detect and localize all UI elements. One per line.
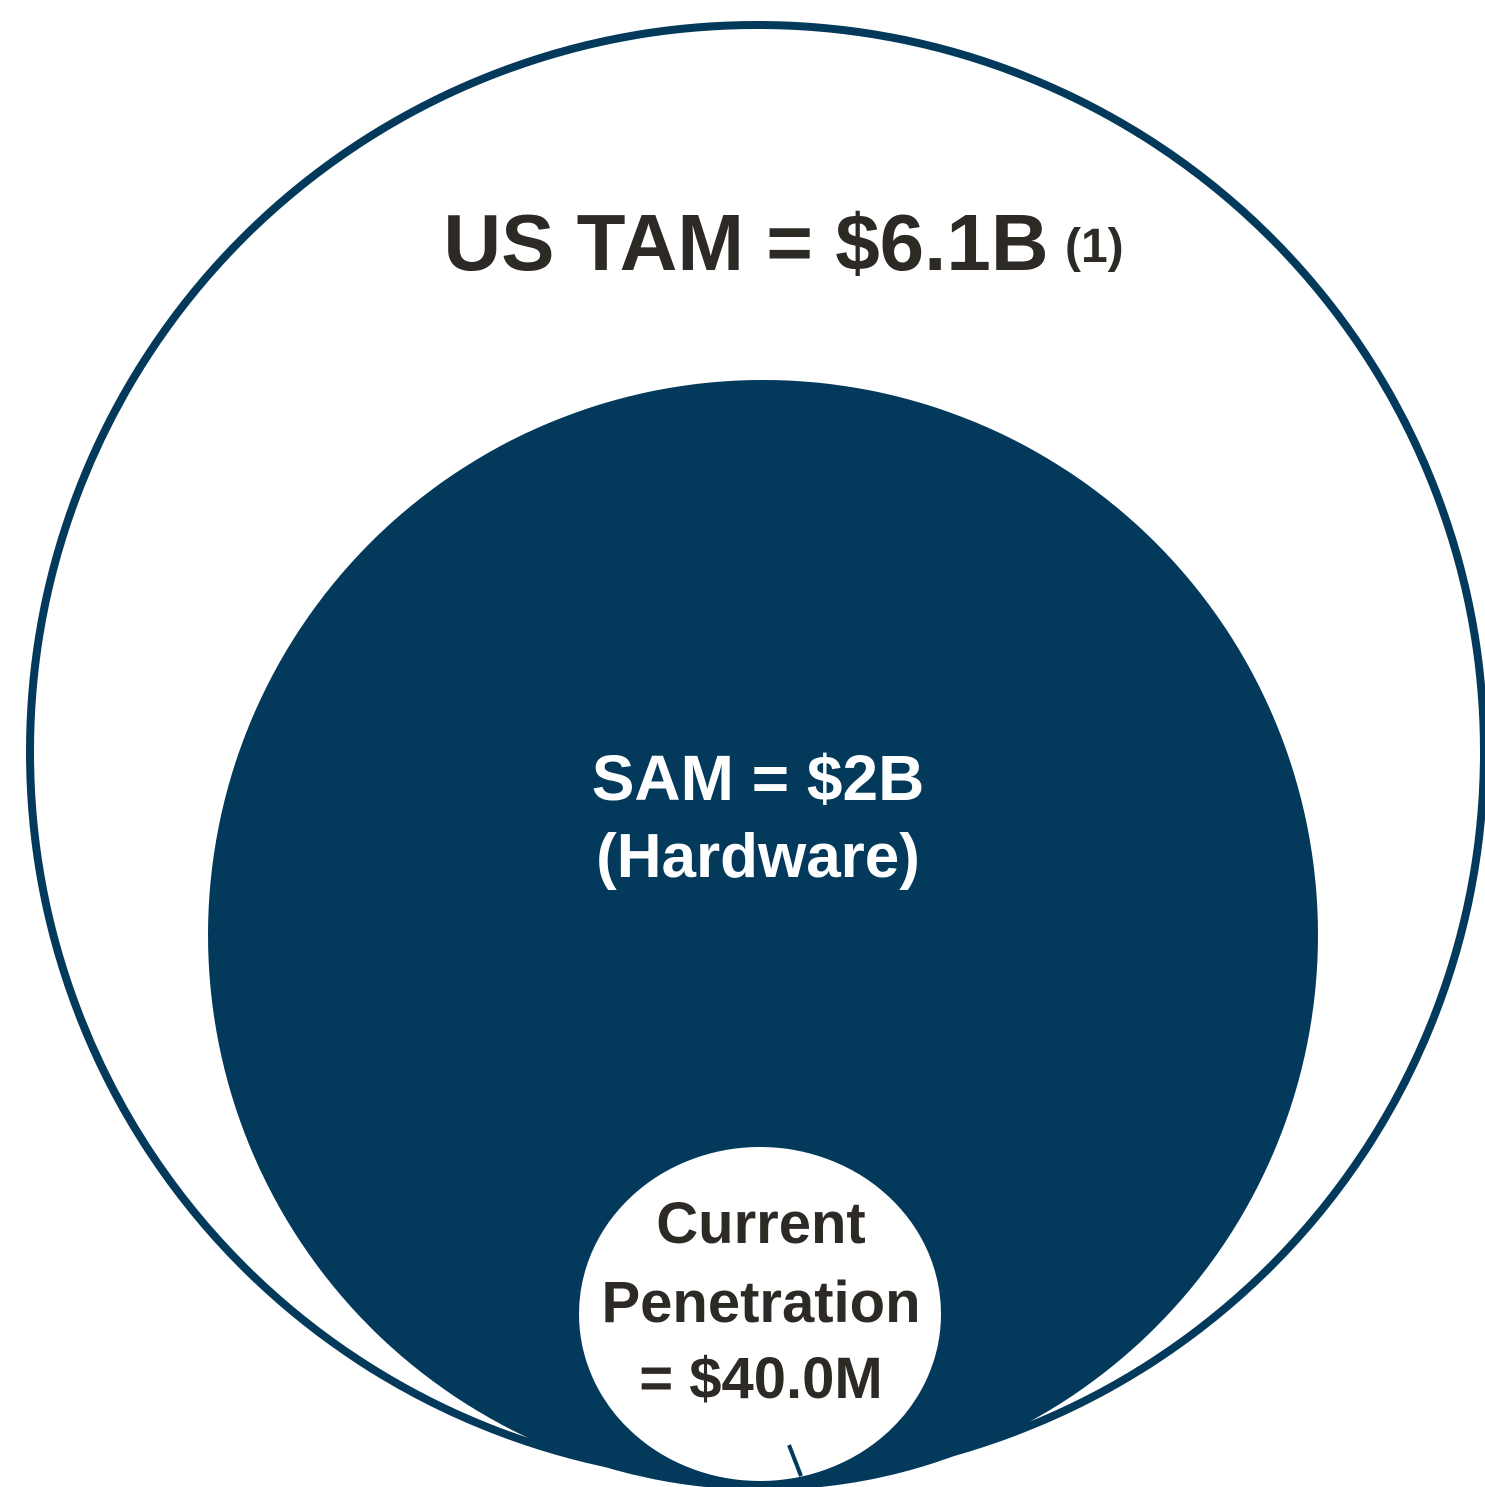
sam-circle: [208, 380, 1318, 1487]
sam-sublabel: (Hardware): [596, 822, 920, 891]
tam-label: US TAM = $6.1B: [443, 198, 1048, 287]
pointer-line: [787, 1444, 803, 1477]
sam-label: SAM = $2B: [592, 742, 925, 814]
tam-footnote: (1): [1065, 220, 1124, 273]
current-label: Current: [656, 1191, 865, 1256]
current-circle: [577, 1145, 943, 1483]
current-label: Penetration: [601, 1270, 920, 1335]
current-value: = $40.0M: [639, 1346, 882, 1411]
